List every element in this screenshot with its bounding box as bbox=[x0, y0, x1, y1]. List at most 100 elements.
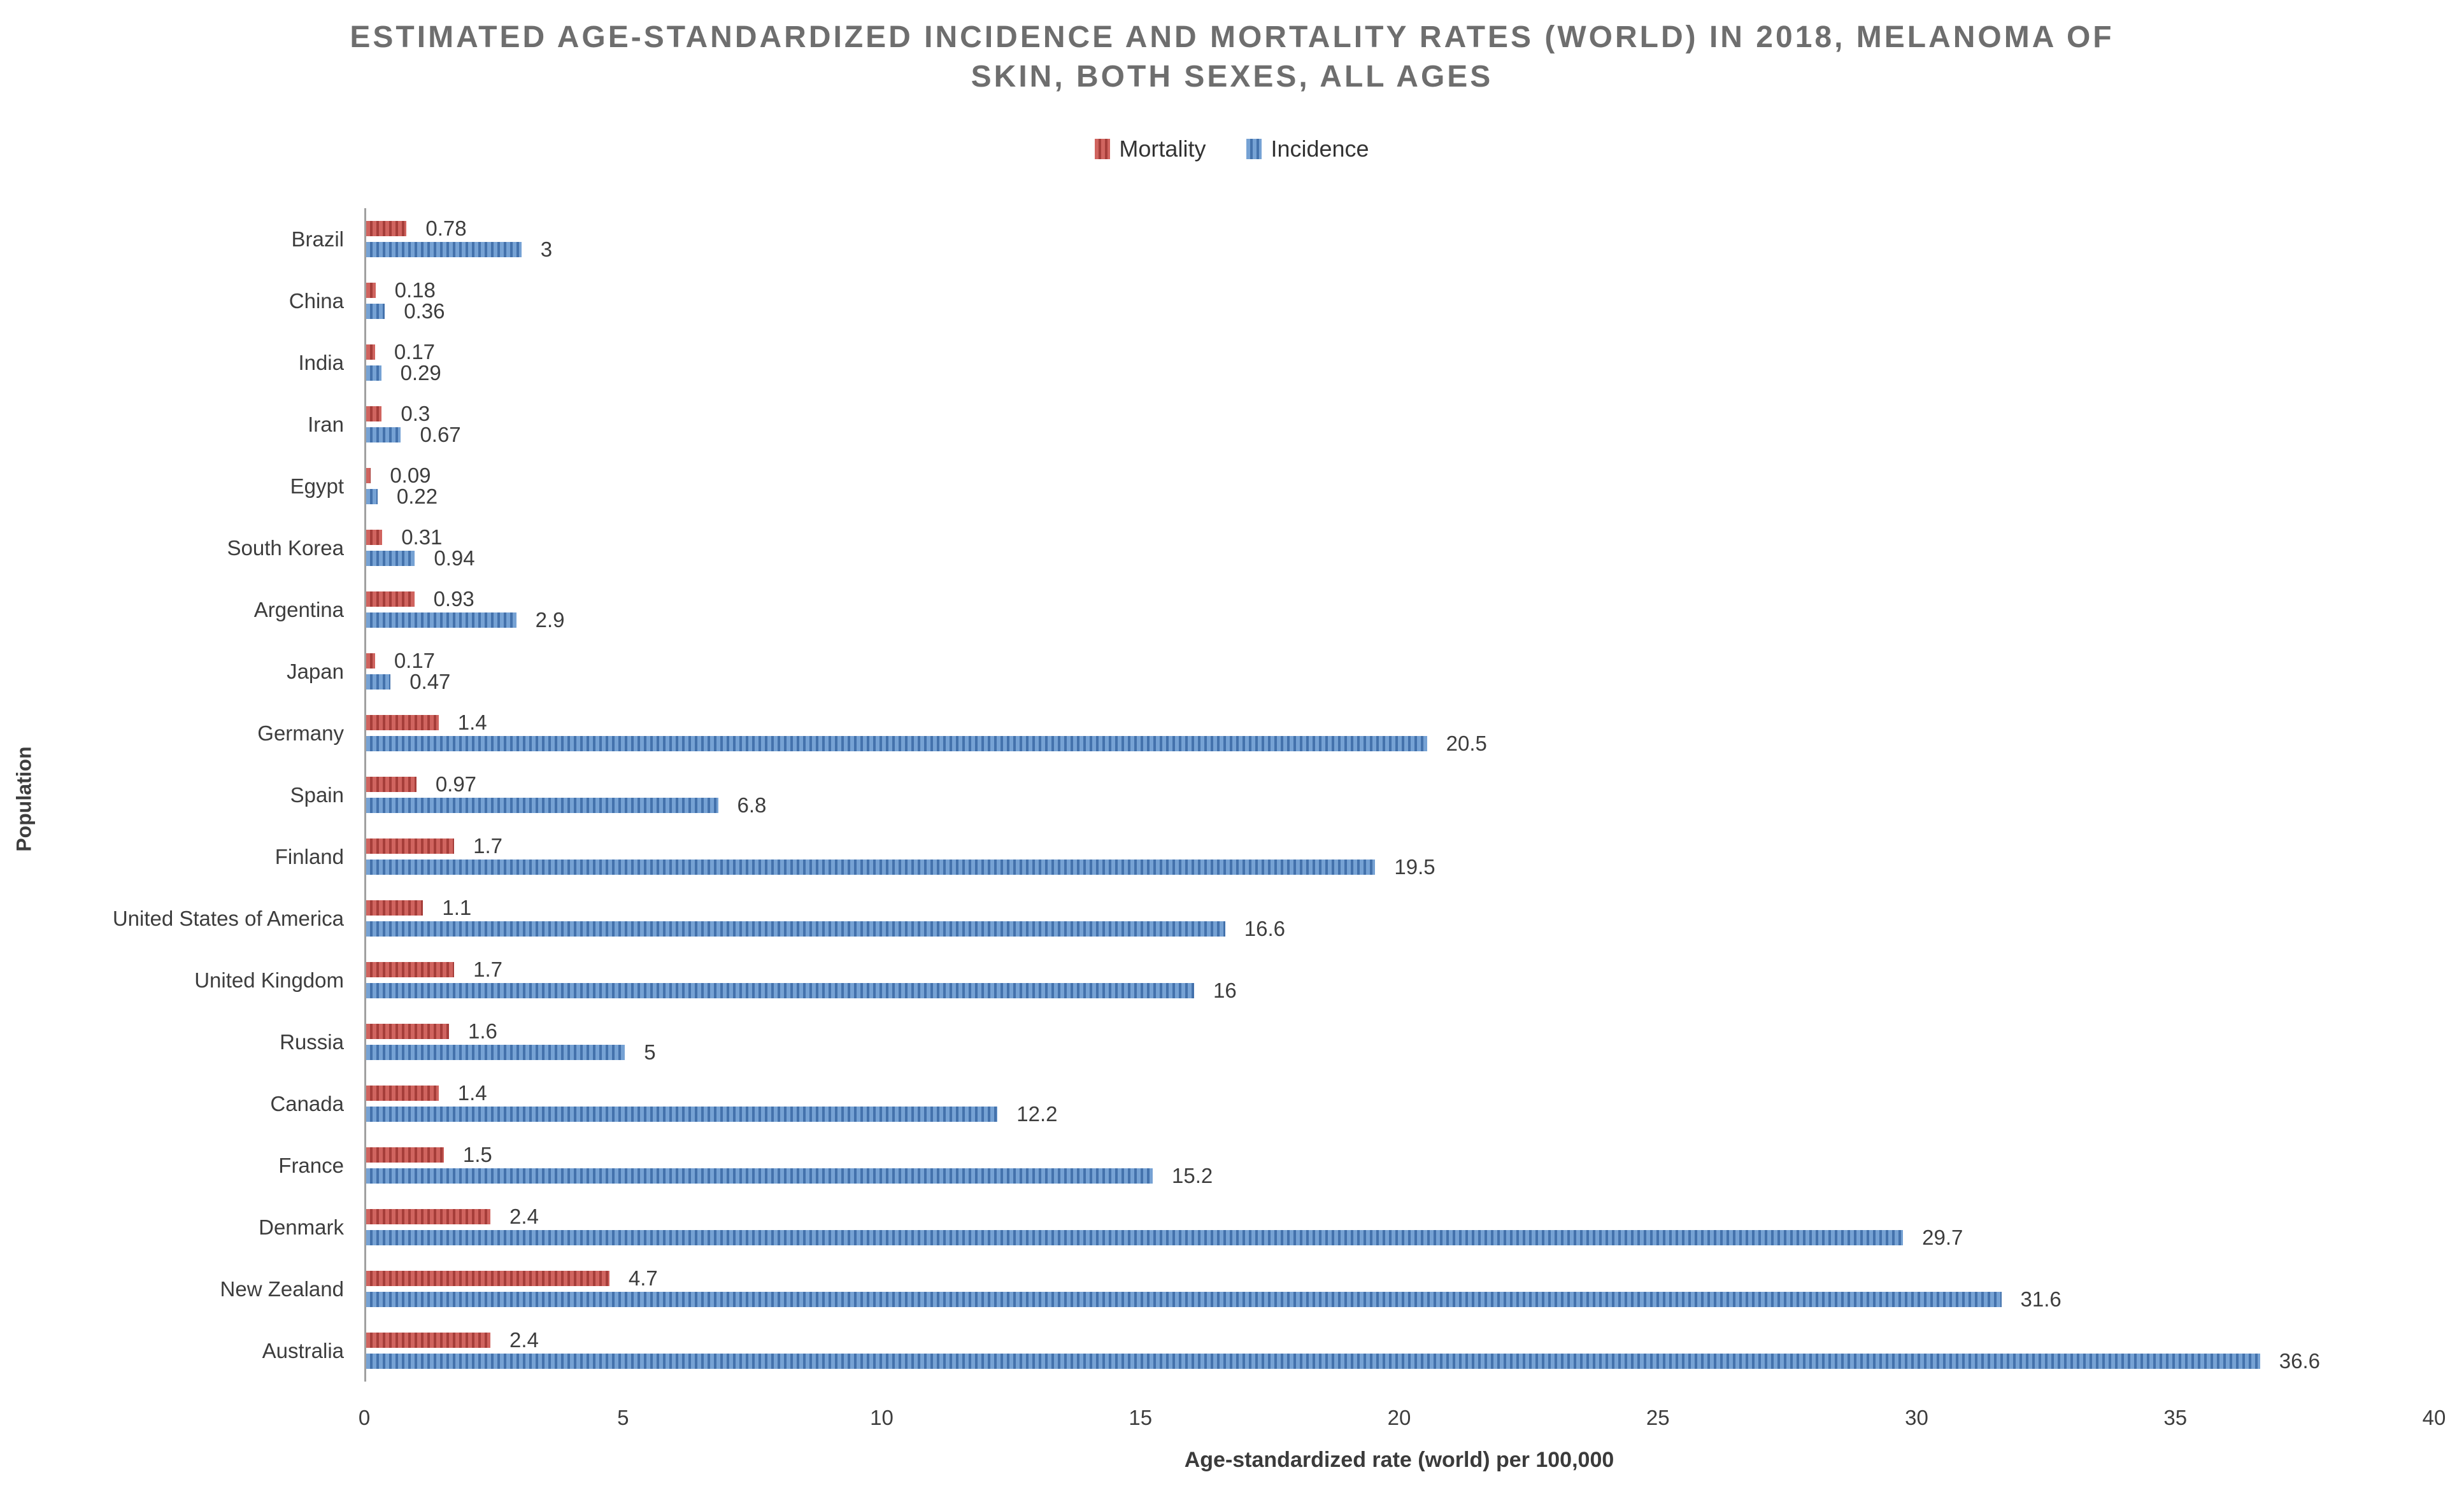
category-row: Argentina 0.93 2.9 bbox=[254, 579, 2436, 640]
category-row: United States of America 1.1 16.6 bbox=[113, 888, 2436, 949]
value-label: 29.7 bbox=[1922, 1226, 1963, 1249]
value-label: 20.5 bbox=[1446, 732, 1487, 755]
category-row: Germany 1.4 20.5 bbox=[257, 702, 2436, 764]
bar-line-mortality: 1.4 bbox=[366, 712, 2436, 733]
value-label: 16 bbox=[1213, 979, 1237, 1002]
bar-mortality bbox=[366, 838, 455, 854]
category-label: China bbox=[288, 288, 344, 313]
bar-line-incidence: 29.7 bbox=[366, 1226, 2436, 1249]
bar-line-mortality: 0.78 bbox=[366, 218, 2436, 239]
bar-incidence bbox=[366, 427, 401, 442]
value-label: 0.22 bbox=[396, 485, 438, 508]
bar-mortality bbox=[366, 406, 382, 421]
bar-mortality bbox=[366, 283, 376, 298]
value-label: 0.67 bbox=[420, 423, 461, 446]
category-row: South Korea 0.31 0.94 bbox=[227, 517, 2436, 579]
value-label: 19.5 bbox=[1394, 855, 1435, 879]
category-label: Japan bbox=[287, 659, 344, 683]
value-label: 2.4 bbox=[509, 1205, 539, 1228]
bar-line-incidence: 2.9 bbox=[366, 608, 2436, 632]
bar-incidence bbox=[366, 1354, 2260, 1369]
bar-mortality bbox=[366, 715, 439, 730]
x-tick-label: 40 bbox=[2422, 1406, 2446, 1429]
bar-incidence bbox=[366, 242, 522, 257]
x-tick-label: 15 bbox=[1129, 1406, 1153, 1429]
bar-line-mortality: 1.4 bbox=[366, 1082, 2436, 1103]
value-label: 1.7 bbox=[473, 834, 502, 858]
bar-mortality bbox=[366, 1147, 444, 1163]
value-label: 0.97 bbox=[435, 772, 477, 796]
bar-line-mortality: 1.5 bbox=[366, 1144, 2436, 1165]
bar-mortality bbox=[366, 962, 455, 977]
bar-incidence bbox=[366, 860, 1376, 875]
value-label: 0.94 bbox=[434, 546, 475, 570]
category-row: Finland 1.7 19.5 bbox=[275, 826, 2436, 888]
category-row: Brazil 0.78 3 bbox=[291, 208, 2436, 270]
category-label: Finland bbox=[274, 844, 344, 868]
value-label: 2.4 bbox=[509, 1328, 539, 1352]
category-label: Denmark bbox=[259, 1215, 344, 1239]
bar-mortality bbox=[366, 221, 407, 236]
bar-line-incidence: 0.36 bbox=[366, 299, 2436, 323]
bar-incidence bbox=[366, 1230, 1904, 1245]
category-label: New Zealand bbox=[220, 1277, 344, 1301]
bar-incidence bbox=[366, 551, 415, 566]
bar-mortality bbox=[366, 530, 383, 545]
value-label: 5 bbox=[644, 1040, 656, 1064]
x-axis-title: Age-standardized rate (world) per 100,00… bbox=[1184, 1448, 1614, 1472]
bar-incidence bbox=[366, 674, 391, 690]
category-label: France bbox=[278, 1153, 344, 1177]
bar-mortality bbox=[366, 1209, 490, 1224]
bar-line-incidence: 3 bbox=[366, 237, 2436, 261]
bar-line-mortality: 1.7 bbox=[366, 834, 2436, 858]
category-label: South Korea bbox=[227, 535, 344, 560]
bar-mortality bbox=[366, 777, 417, 792]
bar-line-incidence: 6.8 bbox=[366, 795, 2436, 816]
value-label: 0.17 bbox=[394, 340, 436, 364]
bar-line-mortality: 1.1 bbox=[366, 897, 2436, 918]
legend: Mortality Incidence bbox=[0, 132, 2464, 166]
legend-label: Incidence bbox=[1271, 136, 1369, 162]
value-label: 4.7 bbox=[628, 1266, 658, 1290]
bar-incidence bbox=[366, 365, 381, 381]
x-tick-label: 30 bbox=[1905, 1406, 1928, 1429]
legend-item-mortality: Mortality bbox=[1095, 136, 1206, 162]
bar-line-incidence: 0.47 bbox=[366, 670, 2436, 693]
value-label: 3 bbox=[540, 237, 553, 261]
value-label: 16.6 bbox=[1244, 917, 1285, 940]
value-label: 31.6 bbox=[2020, 1287, 2062, 1311]
bar-line-mortality: 0.3 bbox=[366, 403, 2436, 424]
value-label: 2.9 bbox=[535, 608, 565, 632]
bar-line-incidence: 0.22 bbox=[366, 485, 2436, 508]
x-axis-ticks: 0 5 10 15 20 25 30 35 40 bbox=[359, 1406, 2446, 1435]
category-row: Canada 1.4 12.2 bbox=[270, 1073, 2436, 1135]
bar-incidence bbox=[366, 983, 1194, 998]
bar-incidence bbox=[366, 612, 516, 628]
category-row: Russia 1.6 5 bbox=[280, 1011, 2436, 1073]
bar-line-mortality: 0.31 bbox=[366, 527, 2436, 548]
bar-incidence bbox=[366, 921, 1225, 937]
category-label: Egypt bbox=[290, 474, 344, 498]
value-label: 0.36 bbox=[404, 299, 445, 323]
category-label: Canada bbox=[270, 1091, 344, 1115]
incidence-swatch-icon bbox=[1246, 139, 1262, 159]
bar-line-incidence: 16 bbox=[366, 979, 2436, 1002]
bar-incidence bbox=[366, 736, 1427, 751]
bar-mortality bbox=[366, 1086, 439, 1101]
bar-line-mortality: 0.97 bbox=[366, 772, 2436, 796]
x-tick-label: 20 bbox=[1387, 1406, 1411, 1429]
bar-line-mortality: 2.4 bbox=[366, 1205, 2436, 1228]
category-row: Egypt 0.09 0.22 bbox=[290, 455, 2436, 517]
category-row: New Zealand 4.7 31.6 bbox=[220, 1258, 2436, 1320]
legend-label: Mortality bbox=[1119, 136, 1206, 162]
bar-line-incidence: 12.2 bbox=[366, 1103, 2436, 1124]
x-tick-label: 35 bbox=[2163, 1406, 2188, 1429]
category-row: India 0.17 0.29 bbox=[298, 332, 2436, 393]
value-label: 0.18 bbox=[394, 278, 436, 302]
category-label: Argentina bbox=[253, 597, 344, 621]
category-label: Brazil bbox=[291, 227, 344, 251]
bar-mortality bbox=[366, 591, 415, 607]
chart-title-line2: SKIN, BOTH SEXES, ALL AGES bbox=[971, 60, 1493, 94]
value-label: 0.47 bbox=[409, 670, 451, 693]
